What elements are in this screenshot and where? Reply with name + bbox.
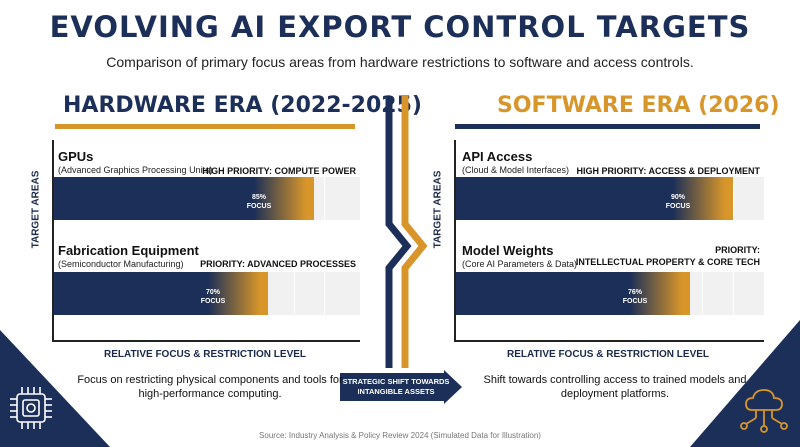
category-subtitle: (Core AI Parameters & Data) bbox=[462, 259, 578, 269]
category-subtitle: (Semiconductor Manufacturing) bbox=[58, 259, 184, 269]
bar-label-fabrication: 70% FOCUS bbox=[196, 288, 230, 306]
bar-label-api-access: 90% FOCUS bbox=[661, 193, 695, 211]
software-chart-panel: API Access (Cloud & Model Interfaces) HI… bbox=[454, 140, 764, 342]
hardware-x-axis-label: RELATIVE FOCUS & RESTRICTION LEVEL bbox=[103, 349, 307, 360]
shift-arrow bbox=[340, 370, 462, 404]
bar-api-access bbox=[456, 177, 733, 220]
bar-track: 76% FOCUS bbox=[456, 272, 764, 315]
category-subtitle: (Advanced Graphics Processing Units) bbox=[58, 165, 213, 175]
bar-model-weights bbox=[456, 272, 690, 315]
bar-label-model-weights: 76% FOCUS bbox=[618, 288, 652, 306]
hardware-y-axis-label: TARGET AREAS bbox=[30, 170, 42, 249]
software-era-rule bbox=[455, 124, 760, 129]
bar-gpus bbox=[54, 177, 314, 220]
category-subtitle: (Cloud & Model Interfaces) bbox=[462, 165, 570, 175]
bar-word: FOCUS bbox=[622, 298, 648, 305]
corner-triangle-left bbox=[0, 330, 110, 447]
bar-word: FOCUS bbox=[665, 203, 691, 210]
chevron-arrow-icon bbox=[385, 96, 428, 368]
shift-arrow-line2: INTANGIBLE ASSETS bbox=[357, 387, 435, 396]
hardware-chart-panel: GPUs (Advanced Graphics Processing Units… bbox=[52, 140, 360, 342]
software-x-axis-label: RELATIVE FOCUS & RESTRICTION LEVEL bbox=[506, 349, 710, 360]
category-name: Model Weights bbox=[462, 243, 554, 258]
bar-label-gpus: 85% FOCUS bbox=[242, 193, 276, 211]
category-name: Fabrication Equipment bbox=[58, 243, 199, 258]
category-priority-line2: INTELLECTUAL PROPERTY & CORE TECH bbox=[575, 257, 760, 267]
source-note: Source: Industry Analysis & Policy Revie… bbox=[259, 431, 541, 440]
chip-icon bbox=[10, 387, 52, 429]
bar-value: 90% bbox=[670, 194, 685, 201]
shift-arrow-label: STRATEGIC SHIFT TOWARDS INTANGIBLE ASSET… bbox=[342, 377, 450, 397]
bar-value: 70% bbox=[205, 289, 220, 296]
hardware-description: Focus on restricting physical components… bbox=[77, 374, 343, 400]
software-description: Shift towards controlling access to trai… bbox=[483, 374, 747, 400]
bar-track: 70% FOCUS bbox=[54, 272, 360, 315]
bar-value: 85% bbox=[251, 194, 266, 201]
category-name: API Access bbox=[462, 149, 533, 164]
category-priority: PRIORITY: ADVANCED PROCESSES bbox=[200, 259, 356, 269]
category-priority: HIGH PRIORITY: COMPUTE POWER bbox=[202, 166, 356, 176]
category-priority-line1: PRIORITY: bbox=[715, 245, 760, 255]
bar-track: 85% FOCUS bbox=[54, 177, 360, 220]
bar-track: 90% FOCUS bbox=[456, 177, 764, 220]
bar-value: 76% bbox=[627, 289, 642, 296]
hardware-era-rule bbox=[55, 124, 355, 129]
software-era-title: SOFTWARE ERA (2026) bbox=[497, 93, 780, 118]
page-subtitle: Comparison of primary focus areas from h… bbox=[106, 54, 694, 70]
hardware-era-title: HARDWARE ERA (2022-2025) bbox=[63, 93, 422, 118]
bar-fabrication bbox=[54, 272, 268, 315]
category-name: GPUs bbox=[58, 149, 94, 164]
cloud-network-icon bbox=[740, 389, 788, 433]
bar-word: FOCUS bbox=[246, 203, 272, 210]
shift-arrow-line1: STRATEGIC SHIFT TOWARDS bbox=[342, 377, 450, 386]
category-priority: HIGH PRIORITY: ACCESS & DEPLOYMENT bbox=[576, 166, 760, 176]
page-title: EVOLVING AI EXPORT CONTROL TARGETS bbox=[49, 10, 751, 44]
bar-word: FOCUS bbox=[200, 298, 226, 305]
software-y-axis-label: TARGET AREAS bbox=[432, 170, 444, 249]
